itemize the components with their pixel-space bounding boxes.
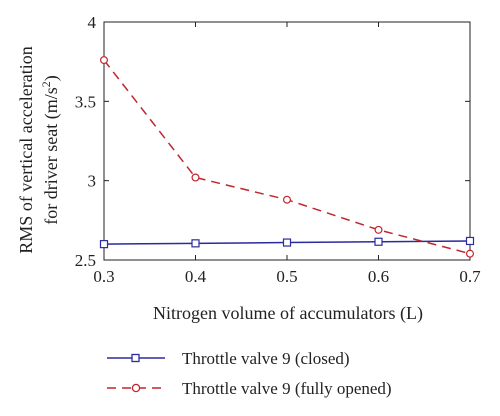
plot-frame [103, 21, 471, 261]
y-axis-label-superscript: 2 [39, 81, 53, 87]
data-point-0 [465, 236, 475, 246]
legend: Throttle valve 9 (closed) Throttle valve… [107, 349, 392, 398]
y-tick-label: 4 [88, 13, 97, 32]
data-point-0 [191, 239, 200, 248]
legend-swatch-closed-marker [131, 353, 140, 363]
data-point-1 [374, 225, 383, 234]
x-tick-label: 0.6 [368, 267, 389, 286]
x-tick-label: 0.7 [459, 267, 481, 286]
y-axis-label: RMS of vertical acceleration for driver … [16, 46, 62, 253]
legend-swatch-opened-marker [131, 383, 141, 393]
data-point-1 [466, 249, 475, 258]
y-tick-label: 3.5 [75, 92, 96, 111]
data-point-0 [99, 240, 109, 249]
data-point-1 [191, 173, 200, 182]
x-tick-label: 0.5 [276, 267, 297, 286]
x-tick-label: 0.4 [185, 267, 207, 286]
data-point-0 [282, 238, 292, 247]
x-tick-label: 0.3 [93, 267, 114, 286]
plot-area: 0.3 0.4 0.5 0.6 0.7 2.5 3 3.5 4 [75, 13, 481, 286]
y-axis-label-line2-main: for driver seat (m/s [41, 87, 62, 224]
legend-entry-fully-opened: Throttle valve 9 (fully opened) [107, 379, 392, 398]
legend-label-fully-opened: Throttle valve 9 (fully opened) [182, 379, 392, 398]
x-axis-label: Nitrogen volume of accumulators (L) [153, 303, 423, 324]
data-point-0 [374, 237, 383, 246]
data-point-1 [99, 56, 108, 65]
y-axis-label-line1: RMS of vertical acceleration [16, 46, 36, 253]
y-axis-label-line2: for driver seat (m/s2) [39, 75, 62, 224]
y-tick-label: 2.5 [75, 251, 96, 270]
legend-entry-closed: Throttle valve 9 (closed) [107, 349, 350, 368]
y-axis-label-close: ) [41, 75, 62, 81]
legend-label-closed: Throttle valve 9 (closed) [182, 349, 350, 368]
data-point-1 [283, 195, 292, 204]
y-tick-label: 3 [88, 172, 97, 191]
series-line-1 [103, 59, 471, 255]
